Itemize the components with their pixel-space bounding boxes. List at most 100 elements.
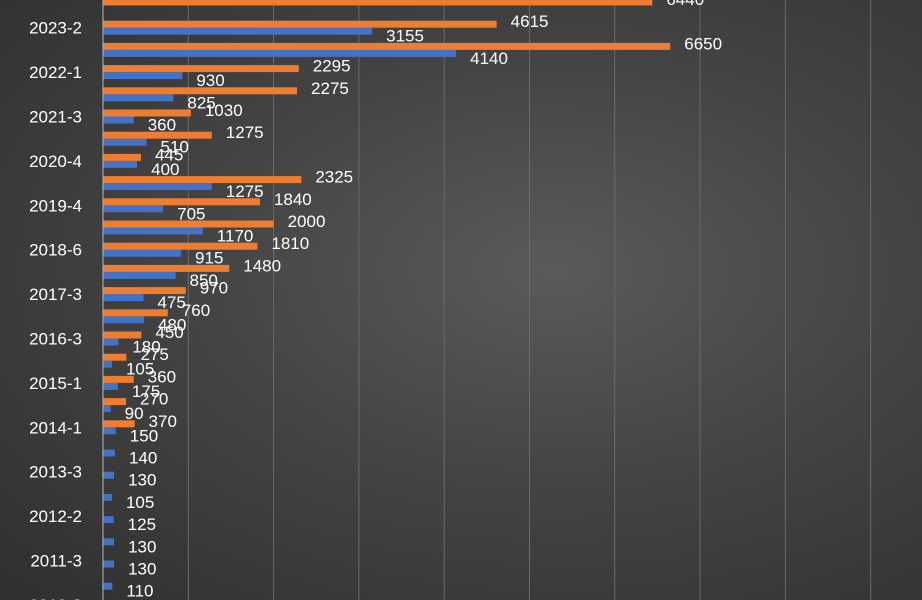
data-label: 4140 (470, 49, 508, 68)
bar (103, 198, 260, 206)
data-label: 850 (190, 271, 218, 290)
data-label: 3155 (386, 27, 424, 46)
bar (103, 138, 147, 146)
data-label: 2275 (311, 79, 349, 98)
bar (103, 427, 116, 435)
data-label: 6650 (684, 34, 722, 53)
bar (103, 227, 203, 235)
bar (103, 0, 653, 6)
data-label: 140 (129, 449, 157, 468)
category-tick-label: 2021-3 (29, 108, 82, 127)
data-label: 180 (132, 338, 160, 357)
data-label: 705 (177, 204, 205, 223)
data-label: 130 (128, 471, 156, 490)
bar (103, 205, 164, 213)
bar (103, 109, 191, 117)
category-tick-label: 2022-1 (29, 63, 82, 82)
bars (103, 0, 671, 590)
data-label: 4615 (511, 12, 549, 31)
data-label: 450 (155, 323, 183, 342)
bar (103, 331, 142, 339)
data-label: 125 (128, 515, 156, 534)
data-label: 105 (126, 493, 154, 512)
category-tick-label: 2016-3 (29, 330, 82, 349)
category-labels: 2023-2 2022-1 2021-3 2020-4 2019-4 2018-6 2017… (29, 19, 82, 600)
data-label: 930 (196, 71, 224, 90)
data-label: 825 (187, 93, 215, 112)
data-label: 150 (130, 426, 158, 445)
data-label: 915 (195, 249, 223, 268)
bar (103, 309, 168, 317)
bar (103, 398, 127, 406)
data-label: 510 (161, 138, 189, 157)
category-tick-label: 2020-4 (29, 152, 82, 171)
bar (103, 27, 373, 35)
bar (103, 375, 134, 383)
data-label: 1170 (217, 227, 254, 246)
data-label: 400 (151, 160, 179, 179)
bar (103, 516, 114, 524)
category-tick-label: 2012-2 (29, 507, 82, 526)
data-label: 1480 (243, 256, 281, 275)
bar (103, 271, 176, 279)
data-label: 110 (126, 582, 153, 600)
data-label: 270 (140, 390, 168, 409)
bar (103, 65, 299, 73)
bar (103, 249, 182, 257)
bar (103, 116, 134, 124)
data-label: 130 (128, 537, 156, 556)
bar (103, 287, 186, 295)
data-label: 275 (140, 345, 168, 364)
category-tick-label: 2015-1 (29, 374, 82, 393)
bar (103, 131, 212, 139)
data-label: 1810 (271, 234, 309, 253)
category-tick-label: 2017-3 (29, 285, 82, 304)
bar (103, 449, 115, 457)
bar (103, 72, 183, 80)
bar (103, 493, 112, 501)
category-tick-label: 2010-3 (29, 596, 82, 600)
bar (103, 582, 113, 590)
gridlines (187, 0, 872, 600)
bar (103, 405, 111, 413)
data-label: 1840 (274, 190, 312, 209)
bar (103, 220, 274, 228)
bar (103, 382, 118, 390)
data-label: 90 (125, 404, 144, 423)
category-tick-label: 2023-2 (29, 19, 82, 38)
bar (103, 294, 144, 302)
data-label: 760 (182, 301, 210, 320)
data-label: 2325 (315, 168, 353, 187)
category-tick-label: 2011-3 (30, 552, 82, 571)
bar (103, 153, 141, 161)
data-label: 445 (155, 145, 183, 164)
data-label: 130 (128, 560, 156, 579)
bar (103, 160, 138, 168)
bar (103, 538, 115, 546)
data-label: 6440 (666, 0, 704, 9)
category-tick-label: 2019-4 (29, 196, 82, 215)
category-tick-label: 2014-1 (29, 418, 82, 437)
data-label: 1275 (226, 123, 264, 142)
bar (103, 20, 497, 28)
bar (103, 420, 135, 428)
bar (103, 49, 457, 57)
bar (103, 316, 144, 324)
bar (103, 183, 212, 191)
data-label: 105 (126, 360, 154, 379)
bar (103, 360, 112, 368)
data-label: 480 (158, 315, 186, 334)
data-label: 360 (148, 116, 176, 135)
data-label: 370 (149, 412, 177, 431)
bar (103, 42, 671, 50)
bar (103, 87, 298, 95)
bar (103, 94, 174, 102)
category-tick-label: 2018-6 (29, 241, 82, 260)
data-label: 970 (200, 279, 228, 298)
bar (103, 560, 115, 568)
data-label: 1275 (226, 182, 264, 201)
bar (103, 242, 258, 250)
bar (103, 353, 127, 361)
